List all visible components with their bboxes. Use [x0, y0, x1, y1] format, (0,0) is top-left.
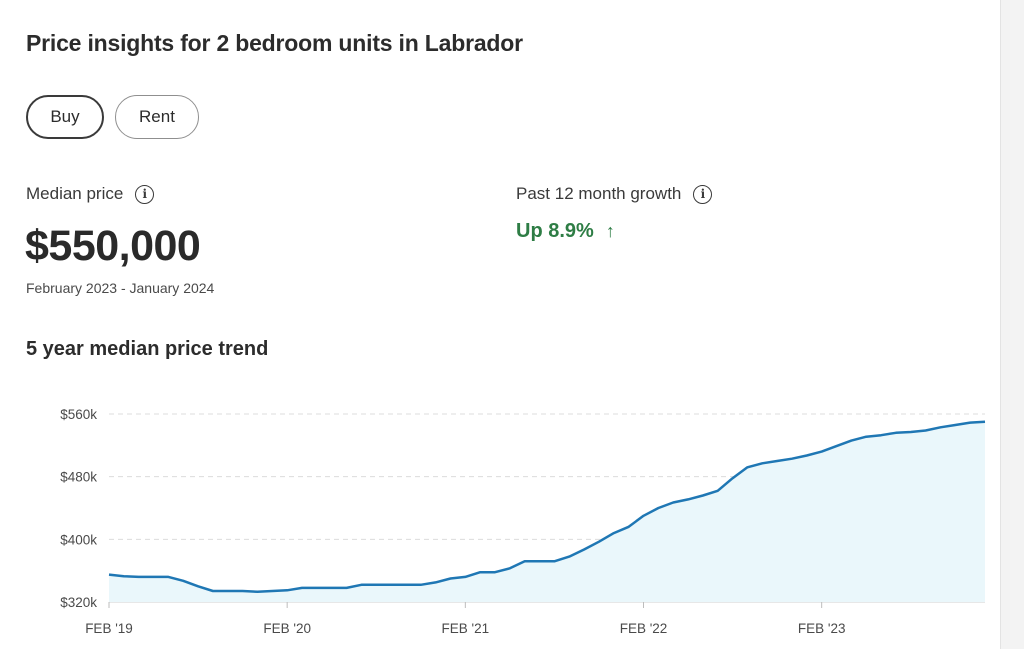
chart-point[interactable]: 2022-02: $430,000: [638, 510, 650, 522]
x-tick-label: FEB '19: [85, 621, 133, 636]
y-tick-label: $480k: [60, 470, 97, 485]
chart-point[interactable]: 2019-05: $352,000: [148, 571, 160, 583]
chart-point[interactable]: 2023-03: $519,000: [831, 440, 843, 452]
chart-point[interactable]: 2021-05: $363,000: [504, 562, 516, 574]
chart-point[interactable]: 2019-04: $352,000: [133, 571, 145, 583]
chart-point[interactable]: 2023-08: $537,000: [905, 426, 917, 438]
chart-point[interactable]: 2024-01: $550,000: [979, 416, 991, 428]
chart-point[interactable]: 2023-04: $526,000: [845, 435, 857, 447]
chart-point[interactable]: 2019-10: $334,000: [222, 585, 234, 597]
chart-point[interactable]: 2020-07: $342,000: [355, 579, 367, 591]
chart-point[interactable]: 2020-04: $338,000: [311, 582, 323, 594]
chart-point[interactable]: 2021-02: $352,000: [459, 571, 471, 583]
chart-point[interactable]: 2020-11: $342,000: [415, 579, 427, 591]
chart-point[interactable]: 2023-10: $543,000: [934, 421, 946, 433]
chart-point[interactable]: 2019-07: $347,000: [177, 575, 189, 587]
y-tick-label: $400k: [60, 532, 97, 547]
chart-point[interactable]: 2021-03: $358,000: [474, 566, 486, 578]
chart-point[interactable]: 2020-08: $342,000: [370, 579, 382, 591]
chart-point[interactable]: 2023-09: $539,000: [920, 424, 932, 436]
x-tick-label: FEB '23: [798, 621, 846, 636]
chart-point[interactable]: 2019-11: $334,000: [237, 585, 249, 597]
y-tick-label: $320k: [60, 595, 97, 610]
chart-point[interactable]: 2023-01: $507,000: [801, 450, 813, 462]
chart-point[interactable]: 2022-10: $497,000: [756, 457, 768, 469]
growth-label: Past 12 month growth: [516, 184, 682, 203]
chart-point[interactable]: 2019-09: $334,000: [207, 585, 219, 597]
chart-point[interactable]: 2020-12: $345,000: [430, 576, 442, 588]
chart-point[interactable]: 2022-05: $451,000: [682, 493, 694, 505]
chart-point[interactable]: 2022-08: $478,000: [727, 472, 739, 484]
chart-point[interactable]: 2019-06: $352,000: [162, 571, 174, 583]
chart-point[interactable]: 2020-06: $338,000: [341, 582, 353, 594]
chart-point[interactable]: 2022-12: $503,000: [786, 453, 798, 465]
y-tick-label: $560k: [60, 407, 97, 422]
chart-axes: $560k $480k $400k $320k FEB '19 FEB '20 FEB '2…: [60, 407, 845, 636]
chart-point[interactable]: 2020-03: $338,000: [296, 582, 308, 594]
page-scrollbar[interactable]: [1000, 0, 1024, 649]
chart-point[interactable]: 2020-10: $342,000: [400, 579, 412, 591]
chart-point[interactable]: 2021-06: $372,000: [519, 555, 531, 567]
chart-point[interactable]: 2020-02: $335,000: [281, 584, 293, 596]
chart-point[interactable]: 2021-07: $372,000: [534, 555, 546, 567]
page-title: Price insights for 2 bedroom units in La…: [26, 30, 523, 56]
chart-point[interactable]: 2022-01: $416,000: [623, 521, 635, 533]
chart-point[interactable]: 2020-01: $334,000: [266, 585, 278, 597]
chart-point[interactable]: 2020-05: $338,000: [326, 582, 338, 594]
chart-point[interactable]: 2022-03: $440,000: [652, 502, 664, 514]
info-icon[interactable]: i: [135, 184, 155, 204]
chart-point[interactable]: 2021-11: $397,000: [593, 536, 605, 548]
buy-toggle-button[interactable]: Buy: [26, 95, 104, 139]
chart-point[interactable]: 2021-09: $378,000: [563, 551, 575, 563]
median-price-value: $550,000: [25, 222, 201, 270]
chart-point[interactable]: 2022-09: $492,000: [741, 461, 753, 473]
chart-point[interactable]: 2021-04: $358,000: [489, 566, 501, 578]
median-price-period: February 2023 - January 2024: [26, 280, 215, 296]
chart-point[interactable]: 2019-02: $355,000: [103, 569, 115, 581]
chart-point[interactable]: 2021-01: $350,000: [444, 573, 456, 585]
chart-point[interactable]: 2021-10: $387,000: [578, 544, 590, 556]
growth-value: Up 8.9%: [516, 220, 594, 242]
chart-point[interactable]: 2022-06: $456,000: [697, 489, 709, 501]
chart-point[interactable]: 2019-12: $333,000: [251, 586, 263, 598]
info-icon[interactable]: i: [693, 184, 713, 204]
chart-point[interactable]: 2023-05: $531,000: [860, 431, 872, 443]
rent-toggle-button[interactable]: Rent: [115, 95, 199, 139]
chart-series-line: [108, 420, 986, 594]
x-tick-label: FEB '20: [263, 621, 311, 636]
chart-point[interactable]: 2023-06: $533,000: [875, 429, 887, 441]
chart-point[interactable]: 2022-07: $462,000: [712, 485, 724, 497]
chart-point[interactable]: 2023-12: $549,000: [964, 417, 976, 429]
chart-area-fill: [109, 421, 985, 602]
chart-point[interactable]: 2021-12: $408,000: [608, 527, 620, 539]
chart-point[interactable]: 2023-02: $512,000: [816, 446, 828, 458]
price-trend-chart: $560k $480k $400k $320k FEB '19 FEB '20 FEB '2…: [60, 407, 991, 636]
chart-point[interactable]: 2019-08: $340,000: [192, 580, 204, 592]
growth-value-row: Up 8.9% ↑: [516, 220, 615, 243]
arrow-up-icon: ↑: [605, 221, 615, 241]
x-tick-label: FEB '21: [442, 621, 490, 636]
chart-point[interactable]: 2023-11: $546,000: [949, 419, 961, 431]
chart-point[interactable]: 2020-09: $342,000: [385, 579, 397, 591]
chart-point[interactable]: 2022-11: $500,000: [771, 455, 783, 467]
chart-point[interactable]: 2023-07: $536,000: [890, 427, 902, 439]
median-price-label-row: Median price i: [26, 184, 155, 204]
chart-point[interactable]: 2021-08: $372,000: [548, 555, 560, 567]
chart-point[interactable]: 2022-04: $447,000: [667, 497, 679, 509]
trend-title: 5 year median price trend: [26, 338, 269, 360]
median-price-label: Median price: [26, 184, 124, 203]
x-tick-label: FEB '22: [620, 621, 668, 636]
chart-point[interactable]: 2019-03: $353,000: [118, 570, 130, 582]
growth-label-row: Past 12 month growth i: [516, 184, 713, 204]
